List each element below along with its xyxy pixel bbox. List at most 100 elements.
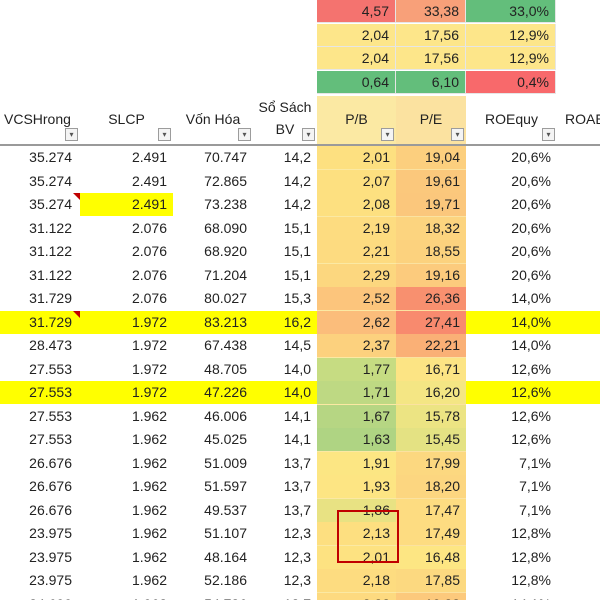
cell-pe[interactable]: 26,36 — [396, 287, 466, 310]
cell-bv[interactable]: 14,1 — [283, 407, 311, 424]
header-vcs[interactable]: VCSHrong ▾ — [0, 96, 80, 145]
cell-vonhoa[interactable]: 80.027 — [204, 290, 247, 306]
cell-roe[interactable]: 14,0% — [511, 337, 551, 353]
header-bv[interactable]: Sổ Sách BV ▾ — [253, 96, 317, 145]
cell-bv[interactable]: 14,2 — [283, 196, 311, 212]
cell-pe[interactable]: 19,71 — [396, 193, 466, 216]
header-vonhoa[interactable]: Vốn Hóa ▾ — [173, 96, 253, 145]
stat-cell-pb[interactable]: 2,04 — [317, 47, 396, 70]
cell-roe[interactable]: 20,6% — [511, 196, 551, 212]
header-pb[interactable]: P/B ▾ — [317, 96, 396, 145]
cell-bv[interactable]: 15,1 — [283, 219, 311, 236]
cell-pe[interactable]: 19,28 — [396, 592, 466, 600]
cell-vcs[interactable]: 35.274 — [29, 172, 72, 189]
stat-cell-pe[interactable]: 17,56 — [396, 24, 466, 47]
cell-bv[interactable]: 14,1 — [283, 431, 311, 447]
cell-vcs[interactable]: 27.553 — [29, 431, 72, 447]
cell-pb[interactable]: 2,08 — [317, 193, 396, 216]
cell-vonhoa[interactable]: 51.107 — [204, 525, 247, 541]
filter-dropdown-button[interactable]: ▾ — [542, 128, 555, 141]
cell-pe[interactable]: 19,16 — [396, 263, 466, 287]
cell-vcs[interactable]: 27.553 — [29, 360, 72, 377]
cell-vonhoa[interactable]: 47.226 — [204, 384, 247, 400]
cell-pb[interactable]: 2,37 — [317, 334, 396, 357]
cell-bv[interactable]: 14,2 — [283, 149, 311, 165]
cell-vcs[interactable]: 31.122 — [29, 266, 72, 283]
cell-bv[interactable]: 14,2 — [283, 172, 311, 189]
cell-pe[interactable]: 15,78 — [396, 404, 466, 428]
filter-dropdown-button[interactable]: ▾ — [381, 128, 394, 141]
cell-bv[interactable]: 12,3 — [283, 572, 311, 588]
cell-pe[interactable]: 17,49 — [396, 522, 466, 545]
cell-slcp[interactable]: 1.962 — [131, 407, 167, 424]
cell-slcp[interactable]: 1.962 — [131, 525, 167, 541]
cell-vcs[interactable]: 35.274 — [29, 149, 72, 165]
cell-bv[interactable]: 14,0 — [283, 384, 311, 400]
cell-roe[interactable]: 12,6% — [511, 407, 551, 424]
cell-vcs[interactable]: 26.676 — [29, 501, 72, 518]
cell-roe[interactable]: 12,6% — [511, 360, 551, 377]
cell-roe[interactable]: 20,6% — [511, 266, 551, 283]
cell-pb[interactable]: 2,52 — [317, 287, 396, 310]
cell-vcs[interactable]: 23.975 — [29, 548, 72, 565]
cell-vcs[interactable]: 26.676 — [29, 478, 72, 494]
stat-cell-pe[interactable]: 17,56 — [396, 47, 466, 70]
stat-cell-roe[interactable]: 12,9% — [466, 47, 556, 70]
cell-roe[interactable]: 14,0% — [511, 290, 551, 306]
cell-vcs[interactable]: 31.122 — [29, 219, 72, 236]
filter-dropdown-button[interactable]: ▾ — [302, 128, 315, 141]
cell-vcs[interactable]: 31.122 — [29, 243, 72, 259]
cell-pb[interactable]: 2,19 — [317, 216, 396, 240]
cell-slcp[interactable]: 1.972 — [131, 313, 167, 330]
cell-bv[interactable]: 15,1 — [283, 266, 311, 283]
cell-slcp[interactable]: 1.962 — [131, 431, 167, 447]
cell-roe[interactable]: 7,1% — [519, 478, 551, 494]
cell-slcp[interactable]: 1.972 — [131, 337, 167, 353]
filter-dropdown-button[interactable]: ▾ — [451, 128, 464, 141]
cell-vcs[interactable]: 31.729 — [29, 290, 72, 306]
cell-pe[interactable]: 17,99 — [396, 451, 466, 475]
cell-slcp[interactable]: 2.076 — [131, 266, 167, 283]
cell-bv[interactable]: 15,3 — [283, 290, 311, 306]
cell-slcp[interactable]: 1.962 — [131, 548, 167, 565]
cell-pb[interactable]: 1,63 — [317, 428, 396, 451]
cell-vcs[interactable]: 28.473 — [29, 337, 72, 353]
cell-vcs[interactable]: 31.729 — [29, 313, 72, 330]
cell-vonhoa[interactable]: 48.164 — [204, 548, 247, 565]
cell-slcp[interactable]: 1.962 — [131, 501, 167, 518]
cell-bv[interactable]: 12,7 — [253, 593, 317, 600]
cell-pb[interactable]: 1,77 — [317, 357, 396, 381]
cell-slcp[interactable]: 1.962 — [131, 454, 167, 471]
cell-pe[interactable]: 16,48 — [396, 545, 466, 569]
cell-roe[interactable]: 20,6% — [511, 172, 551, 189]
header-roa[interactable]: ROAE — [557, 96, 600, 145]
cell-slcp[interactable]: 2.076 — [131, 243, 167, 259]
cell-pb[interactable]: 2,13 — [317, 522, 396, 545]
cell-vcs[interactable]: 24.699 — [0, 593, 80, 600]
filter-dropdown-button[interactable]: ▾ — [65, 128, 78, 141]
cell-roe[interactable]: 14,0% — [511, 313, 551, 330]
cell-pe[interactable]: 16,20 — [396, 381, 466, 404]
cell-pe[interactable]: 15,45 — [396, 428, 466, 451]
cell-vonhoa[interactable]: 46.006 — [204, 407, 247, 424]
cell-pe[interactable]: 19,61 — [396, 169, 466, 193]
cell-vonhoa[interactable]: 68.920 — [204, 243, 247, 259]
cell-bv[interactable]: 14,0 — [283, 360, 311, 377]
cell-bv[interactable]: 13,7 — [283, 454, 311, 471]
cell-roe[interactable]: 12,8% — [511, 572, 551, 588]
cell-roe[interactable]: 12,6% — [511, 384, 551, 400]
cell-vcs[interactable]: 26.676 — [29, 454, 72, 471]
cell-vcs[interactable]: 35.274 — [29, 196, 72, 212]
cell-slcp[interactable]: 2.491 — [131, 149, 167, 165]
filter-dropdown-button[interactable]: ▾ — [158, 128, 171, 141]
cell-vonhoa[interactable]: 45.025 — [204, 431, 247, 447]
cell-bv[interactable]: 12,3 — [283, 525, 311, 541]
cell-vonhoa[interactable]: 51.009 — [204, 454, 247, 471]
cell-roe[interactable]: 14,1% — [466, 593, 557, 600]
cell-pe[interactable]: 19,04 — [396, 146, 466, 169]
cell-pb[interactable]: 2,18 — [317, 569, 396, 592]
cell-bv[interactable]: 13,7 — [283, 501, 311, 518]
cell-pe[interactable]: 18,55 — [396, 240, 466, 263]
cell-slcp[interactable]: 2.076 — [131, 219, 167, 236]
cell-slcp[interactable]: 1.962 — [80, 593, 173, 600]
